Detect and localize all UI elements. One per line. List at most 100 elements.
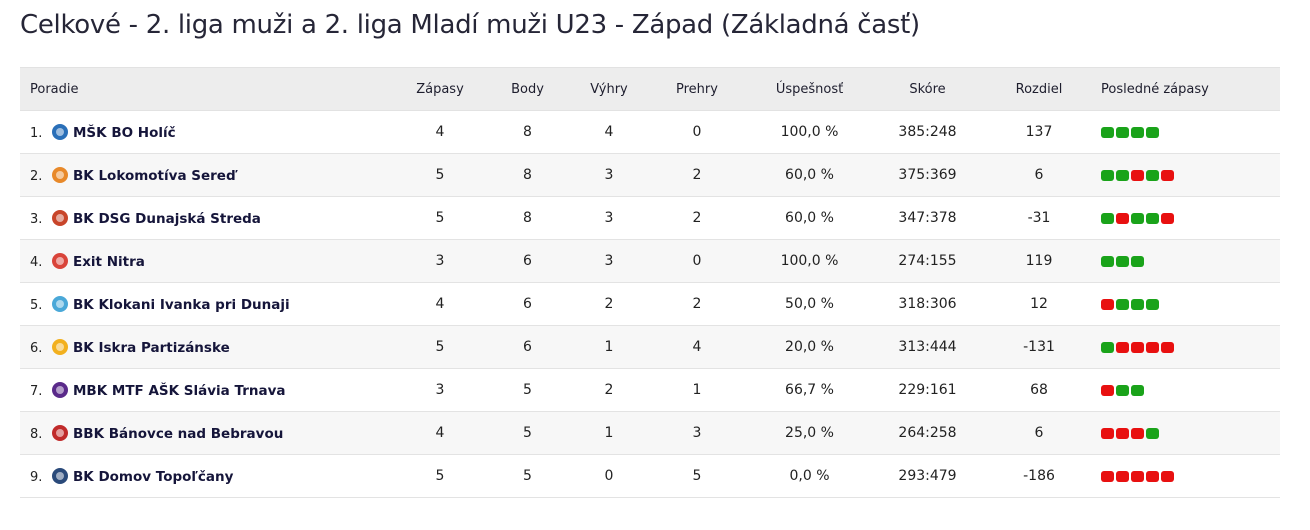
loss-indicator[interactable]: [1116, 470, 1129, 482]
loss-indicator[interactable]: [1161, 470, 1174, 482]
win-indicator[interactable]: [1116, 384, 1129, 396]
win-indicator[interactable]: [1146, 298, 1159, 310]
rank: 2.: [30, 168, 43, 184]
form-dots: [1101, 255, 1144, 267]
win-indicator[interactable]: [1101, 255, 1114, 267]
rank: 9.: [30, 469, 43, 485]
pct-cell: 25,0 %: [741, 411, 878, 455]
wins-cell: 1: [565, 411, 653, 455]
team-link[interactable]: BK Lokomotíva Sereď: [73, 167, 236, 184]
team-link[interactable]: BK Iskra Partizánske: [73, 339, 230, 356]
loss-indicator[interactable]: [1101, 384, 1114, 396]
loss-indicator[interactable]: [1101, 470, 1114, 482]
team-link[interactable]: Exit Nitra: [73, 253, 145, 270]
loss-indicator[interactable]: [1116, 341, 1129, 353]
win-indicator[interactable]: [1146, 212, 1159, 224]
table-row: 8. BBK Bánovce nad Bebravou 4 5 1 3 25,0 % 264:…: [20, 411, 1280, 455]
losses-cell: 4: [653, 325, 741, 369]
pct-cell: 66,7 %: [741, 368, 878, 412]
score-cell: 313:444: [878, 325, 977, 369]
team-link[interactable]: MBK MTF AŠK Slávia Trnava: [73, 382, 286, 399]
rank: 4.: [30, 254, 43, 270]
last-games-cell: [1101, 325, 1280, 369]
wins-cell: 3: [565, 153, 653, 197]
diff-cell: 12: [977, 282, 1101, 326]
team-link[interactable]: BK Klokani Ivanka pri Dunaji: [73, 296, 290, 313]
team-link[interactable]: BK Domov Topoľčany: [73, 468, 234, 485]
loss-indicator[interactable]: [1146, 341, 1159, 353]
win-indicator[interactable]: [1146, 126, 1159, 138]
pct-cell: 0,0 %: [741, 454, 878, 498]
loss-indicator[interactable]: [1116, 427, 1129, 439]
win-indicator[interactable]: [1131, 212, 1144, 224]
team-link[interactable]: BK DSG Dunajská Streda: [73, 210, 261, 227]
win-indicator[interactable]: [1101, 341, 1114, 353]
loss-indicator[interactable]: [1131, 427, 1144, 439]
points-cell: 8: [490, 110, 565, 154]
team-logo-icon: [52, 381, 68, 398]
team-logo-icon: [52, 467, 68, 484]
table-row: 2. BK Lokomotíva Sereď 5 8 3 2 60,0 % 375:369 6: [20, 153, 1280, 197]
last-games-cell: [1101, 110, 1280, 154]
pct-cell: 60,0 %: [741, 196, 878, 240]
header-score: Skóre: [878, 67, 977, 111]
team-logo-icon: [52, 209, 68, 226]
win-indicator[interactable]: [1101, 169, 1114, 181]
loss-indicator[interactable]: [1131, 470, 1144, 482]
loss-indicator[interactable]: [1116, 212, 1129, 224]
rank: 8.: [30, 426, 43, 442]
games-cell: 3: [390, 368, 490, 412]
loss-indicator[interactable]: [1161, 169, 1174, 181]
points-cell: 6: [490, 325, 565, 369]
win-indicator[interactable]: [1101, 126, 1114, 138]
win-indicator[interactable]: [1131, 126, 1144, 138]
loss-indicator[interactable]: [1161, 212, 1174, 224]
games-cell: 5: [390, 325, 490, 369]
win-indicator[interactable]: [1116, 255, 1129, 267]
loss-indicator[interactable]: [1131, 169, 1144, 181]
win-indicator[interactable]: [1131, 298, 1144, 310]
table-row: 9. BK Domov Topoľčany 5 5 0 5 0,0 % 293:479 -186: [20, 454, 1280, 498]
loss-indicator[interactable]: [1131, 341, 1144, 353]
points-cell: 6: [490, 239, 565, 283]
team-link[interactable]: BBK Bánovce nad Bebravou: [73, 425, 284, 442]
win-indicator[interactable]: [1116, 169, 1129, 181]
table-row: 7. MBK MTF AŠK Slávia Trnava 3 5 2 1 66,7 % 229…: [20, 368, 1280, 412]
win-indicator[interactable]: [1116, 298, 1129, 310]
page-title: Celkové - 2. liga muži a 2. liga Mladí m…: [20, 10, 920, 40]
last-games-cell: [1101, 239, 1280, 283]
form-dots: [1101, 212, 1174, 224]
loss-indicator[interactable]: [1161, 341, 1174, 353]
diff-cell: -131: [977, 325, 1101, 369]
losses-cell: 2: [653, 153, 741, 197]
win-indicator[interactable]: [1146, 169, 1159, 181]
win-indicator[interactable]: [1146, 427, 1159, 439]
pct-cell: 20,0 %: [741, 325, 878, 369]
losses-cell: 2: [653, 282, 741, 326]
table-row: 4. Exit Nitra 3 6 3 0 100,0 % 274:155 119: [20, 239, 1280, 283]
diff-cell: -186: [977, 454, 1101, 498]
pct-cell: 100,0 %: [741, 239, 878, 283]
win-indicator[interactable]: [1116, 126, 1129, 138]
losses-cell: 0: [653, 239, 741, 283]
win-indicator[interactable]: [1101, 212, 1114, 224]
form-dots: [1101, 169, 1174, 181]
diff-cell: -31: [977, 196, 1101, 240]
diff-cell: 6: [977, 411, 1101, 455]
wins-cell: 3: [565, 196, 653, 240]
team-cell: 3. BK DSG Dunajská Streda: [20, 196, 390, 240]
team-link[interactable]: MŠK BO Holíč: [73, 124, 176, 141]
pct-cell: 50,0 %: [741, 282, 878, 326]
loss-indicator[interactable]: [1101, 298, 1114, 310]
loss-indicator[interactable]: [1101, 427, 1114, 439]
losses-cell: 3: [653, 411, 741, 455]
loss-indicator[interactable]: [1146, 470, 1159, 482]
losses-cell: 2: [653, 196, 741, 240]
win-indicator[interactable]: [1131, 255, 1144, 267]
form-dots: [1101, 341, 1174, 353]
win-indicator[interactable]: [1131, 384, 1144, 396]
team-cell: 2. BK Lokomotíva Sereď: [20, 153, 390, 197]
rank: 3.: [30, 211, 43, 227]
table-row: 6. BK Iskra Partizánske 5 6 1 4 20,0 % 313:444-…: [20, 325, 1280, 369]
points-cell: 5: [490, 368, 565, 412]
